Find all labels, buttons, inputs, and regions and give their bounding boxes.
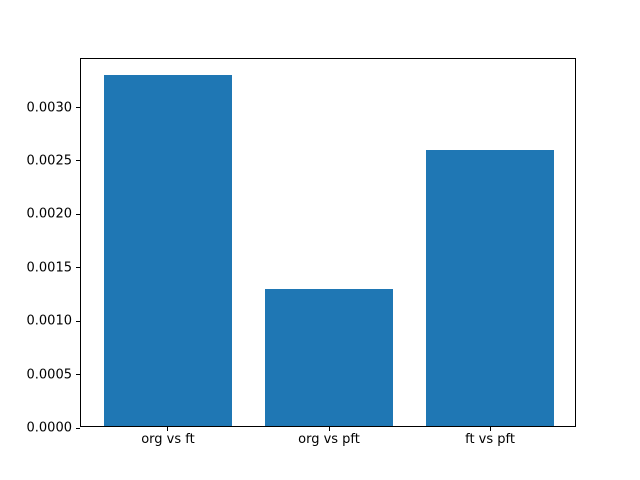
y-tick-mark (76, 160, 80, 162)
y-tick-label: 0.0020 (26, 206, 73, 222)
x-tick-mark (489, 427, 491, 431)
y-tick-mark (76, 320, 80, 322)
y-tick-label: 0.0000 (26, 420, 73, 436)
x-tick-mark (328, 427, 330, 431)
x-tick-label: org vs ft (141, 432, 195, 447)
bar-org-vs-pft (264, 289, 394, 426)
plot-area: 0.0000 0.0005 0.0010 0.0015 0.0020 0.0025 0.00… (27, 58, 576, 446)
x-tick-label: org vs pft (298, 432, 360, 447)
y-tick-label: 0.0015 (26, 260, 73, 276)
x-tick-mark (167, 427, 169, 431)
y-tick-mark (76, 107, 80, 109)
y-tick-label: 0.0030 (26, 100, 73, 116)
y-tick-mark (76, 427, 80, 429)
bar-org-vs-ft (103, 74, 233, 426)
y-tick-mark (76, 374, 80, 376)
y-tick-mark (76, 213, 80, 215)
bar-ft-vs-pft (425, 150, 555, 426)
y-tick-mark (76, 267, 80, 269)
y-tick-label: 0.0025 (26, 153, 73, 169)
y-tick-label: 0.0010 (26, 313, 73, 329)
y-tick-label: 0.0005 (26, 367, 73, 383)
x-tick-label: ft vs pft (465, 432, 515, 447)
